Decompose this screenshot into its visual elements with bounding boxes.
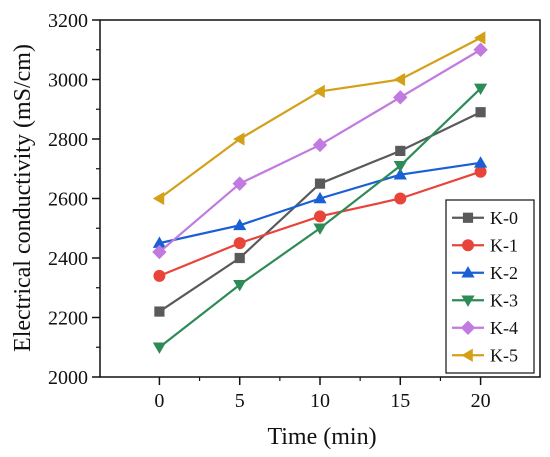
legend-label-k-3: K-3 <box>490 290 518 310</box>
data-point-k-2 <box>473 156 488 168</box>
data-point-k-0 <box>154 306 165 317</box>
data-point-k-2 <box>313 191 327 204</box>
y-tick-label: 2800 <box>48 129 88 151</box>
legend-label-k-2: K-2 <box>490 263 518 283</box>
data-point-k-5 <box>393 72 406 87</box>
data-point-k-1 <box>153 269 166 282</box>
data-point-k-4 <box>312 137 328 153</box>
data-point-k-2 <box>393 168 407 180</box>
data-point-k-3 <box>233 279 247 292</box>
legend-label-k-0: K-0 <box>490 208 518 228</box>
legend-marker-k-1 <box>462 239 474 252</box>
data-point-k-5 <box>473 31 486 45</box>
legend-marker-k-2 <box>461 266 475 278</box>
data-point-k-0 <box>395 145 406 156</box>
data-point-k-0 <box>234 252 245 264</box>
y-tick-label: 2600 <box>48 189 88 211</box>
data-point-k-3 <box>152 342 167 354</box>
y-tick-label: 3200 <box>48 10 88 32</box>
legend-marker-k-0 <box>462 212 474 223</box>
data-point-k-5 <box>313 84 325 98</box>
legend-label-k-5: K-5 <box>490 345 518 365</box>
plot-area: 2000 2200 2400 2600 2800 3000 3200 0 5 10 15 20 K-0 K… <box>48 10 541 412</box>
x-tick-label: 0 <box>154 390 164 412</box>
y-tick-label: 2200 <box>48 308 88 330</box>
data-point-k-4 <box>473 42 488 57</box>
series-line-k-5 <box>158 36 482 200</box>
y-tick-label: 3000 <box>48 70 88 92</box>
y-tick-label: 2400 <box>48 248 88 270</box>
data-point-k-3 <box>473 83 488 96</box>
data-point-k-1 <box>394 192 407 205</box>
data-point-k-4 <box>152 244 167 260</box>
y-axis-title: Electrical conductivity (mS/cm) <box>10 44 36 352</box>
data-point-k-4 <box>232 176 247 191</box>
data-point-k-2 <box>152 236 167 248</box>
data-point-k-1 <box>314 210 326 223</box>
y-tick-label: 2000 <box>48 367 88 389</box>
x-tick-label: 10 <box>310 390 330 412</box>
legend-marker-k-3 <box>461 295 475 307</box>
data-point-k-3 <box>393 160 407 173</box>
legend-marker-k-5 <box>461 348 473 362</box>
x-tick-label: 15 <box>390 390 410 412</box>
data-point-k-1 <box>474 165 487 178</box>
data-point-k-0 <box>475 107 486 118</box>
x-tick-label: 20 <box>471 390 491 412</box>
data-point-k-2 <box>233 218 247 231</box>
legend-label-k-4: K-4 <box>490 318 518 338</box>
legend-box <box>445 199 535 374</box>
x-tick-label: 5 <box>235 390 245 412</box>
data-point-k-1 <box>233 237 246 250</box>
data-point-k-4 <box>393 90 408 105</box>
x-axis-title: Time (min) <box>267 424 376 450</box>
data-point-k-5 <box>152 191 165 206</box>
data-point-k-3 <box>313 223 327 235</box>
data-point-k-0 <box>314 178 326 189</box>
legend-label-k-1: K-1 <box>490 235 518 255</box>
legend-marker-k-4 <box>460 320 476 335</box>
data-point-k-5 <box>233 132 245 146</box>
